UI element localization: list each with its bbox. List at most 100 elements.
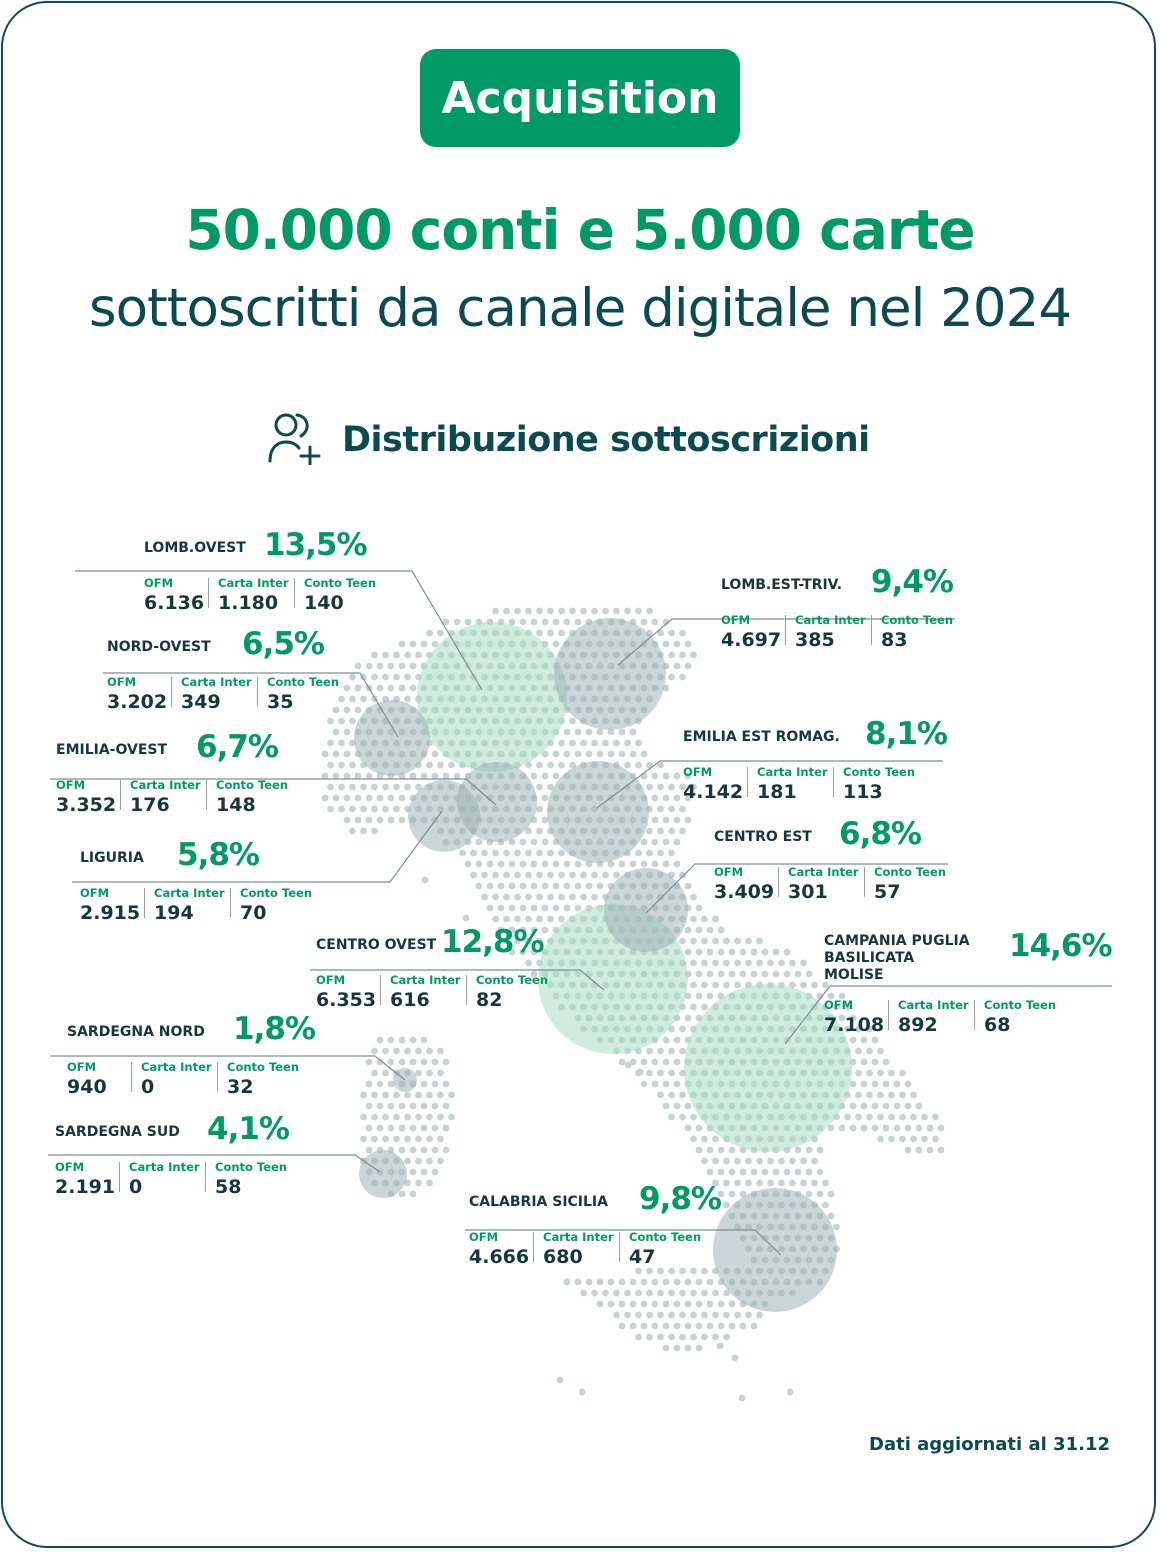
stat-label: Carta Inter [129, 1160, 200, 1174]
region-share: 4,1% [207, 1111, 289, 1147]
leader-line-sardegna-sud [48, 1155, 380, 1172]
stat-label: Carta Inter [130, 778, 201, 792]
stat-label: OFM [683, 765, 712, 779]
stat-label: Conto Teen [304, 576, 376, 590]
stat-separator [466, 975, 467, 1005]
stat-label: Conto Teen [629, 1230, 701, 1244]
stat-label: Conto Teen [267, 675, 339, 689]
stat-separator [533, 1232, 534, 1262]
stat-separator [217, 1062, 218, 1092]
region-share: 13,5% [264, 527, 367, 563]
footer-note: Dati aggiornati al 31.12 [869, 1434, 1110, 1455]
stat-value: 3.352 [56, 794, 116, 816]
stat-label: Conto Teen [843, 765, 915, 779]
stat-label: OFM [55, 1160, 84, 1174]
region-name: LIGURIA [80, 850, 144, 867]
stat-separator [206, 780, 207, 810]
stat-value: 35 [267, 691, 293, 713]
stat-label: OFM [144, 576, 173, 590]
stat-label: OFM [316, 973, 345, 987]
stat-label: Carta Inter [788, 865, 859, 879]
region-name: CENTRO OVEST [316, 937, 436, 954]
stat-label: Conto Teen [881, 613, 953, 627]
stat-label: Carta Inter [757, 765, 828, 779]
stat-value: 181 [757, 781, 797, 803]
stat-label: Carta Inter [898, 998, 969, 1012]
stat-label: OFM [721, 613, 750, 627]
stat-separator [257, 677, 258, 707]
region-share: 1,8% [233, 1011, 315, 1047]
stat-label: OFM [80, 886, 109, 900]
region-share: 14,6% [1009, 928, 1112, 964]
stat-value: 57 [874, 881, 900, 903]
region-name: LOMB.OVEST [144, 540, 246, 557]
stat-label: Carta Inter [154, 886, 225, 900]
stat-value: 140 [304, 592, 344, 614]
stat-separator [294, 578, 295, 608]
stat-value: 349 [181, 691, 221, 713]
stat-value: 385 [795, 629, 835, 651]
stat-value: 0 [141, 1076, 154, 1098]
region-share: 8,1% [865, 716, 947, 752]
stat-separator [119, 1162, 120, 1192]
stat-separator [747, 767, 748, 797]
stat-label: Conto Teen [984, 998, 1056, 1012]
bubble-centro-est [604, 868, 688, 952]
region-share: 6,8% [839, 816, 921, 852]
stat-label: OFM [107, 675, 136, 689]
stat-separator [864, 867, 865, 897]
stat-label: Conto Teen [476, 973, 548, 987]
stat-separator [833, 767, 834, 797]
bubble-nord-ovest [354, 700, 430, 776]
stat-label: Carta Inter [141, 1060, 212, 1074]
bubble-lomb-est-triv [554, 618, 666, 730]
stat-label: Carta Inter [218, 576, 289, 590]
stat-value: 83 [881, 629, 907, 651]
stat-label: Conto Teen [215, 1160, 287, 1174]
stat-value: 4.666 [469, 1246, 529, 1268]
region-share: 6,5% [242, 626, 324, 662]
region-name: SARDEGNA NORD [67, 1024, 205, 1041]
bubble-lomb-ovest [417, 622, 567, 772]
stat-label: Carta Inter [795, 613, 866, 627]
stat-value: 2.915 [80, 902, 140, 924]
region-name: EMILIA EST ROMAG. [683, 729, 840, 746]
stat-value: 58 [215, 1176, 241, 1198]
stat-label: Carta Inter [390, 973, 461, 987]
region-share: 6,7% [196, 729, 278, 765]
stat-separator [208, 578, 209, 608]
stat-value: 3.202 [107, 691, 167, 713]
stat-label: Conto Teen [240, 886, 312, 900]
region-name: CALABRIA SICILIA [469, 1194, 608, 1211]
region-name: CENTRO EST [714, 829, 812, 846]
bubble-sardegna-sud [359, 1150, 407, 1198]
stat-value: 32 [227, 1076, 253, 1098]
bubble-liguria [408, 780, 480, 852]
region-share: 5,8% [177, 837, 259, 873]
stat-value: 176 [130, 794, 170, 816]
region-share: 9,8% [639, 1181, 721, 1217]
bubble-emilia-est-romag [547, 761, 649, 863]
stat-separator [144, 888, 145, 918]
stat-value: 301 [788, 881, 828, 903]
stat-value: 940 [67, 1076, 107, 1098]
stat-separator [230, 888, 231, 918]
stat-label: Conto Teen [874, 865, 946, 879]
stat-value: 6.136 [144, 592, 204, 614]
stat-value: 680 [543, 1246, 583, 1268]
stat-separator [171, 677, 172, 707]
stat-label: OFM [469, 1230, 498, 1244]
stat-label: OFM [824, 998, 853, 1012]
region-share: 9,4% [871, 564, 953, 600]
stat-separator [974, 1000, 975, 1030]
region-name: NORD-OVEST [107, 639, 211, 656]
stat-label: OFM [714, 865, 743, 879]
stat-value: 194 [154, 902, 194, 924]
stat-value: 82 [476, 989, 502, 1011]
stat-separator [785, 615, 786, 645]
region-name: LOMB.EST-TRIV. [721, 577, 842, 594]
stat-value: 7.108 [824, 1014, 884, 1036]
stat-value: 70 [240, 902, 266, 924]
stat-separator [205, 1162, 206, 1192]
